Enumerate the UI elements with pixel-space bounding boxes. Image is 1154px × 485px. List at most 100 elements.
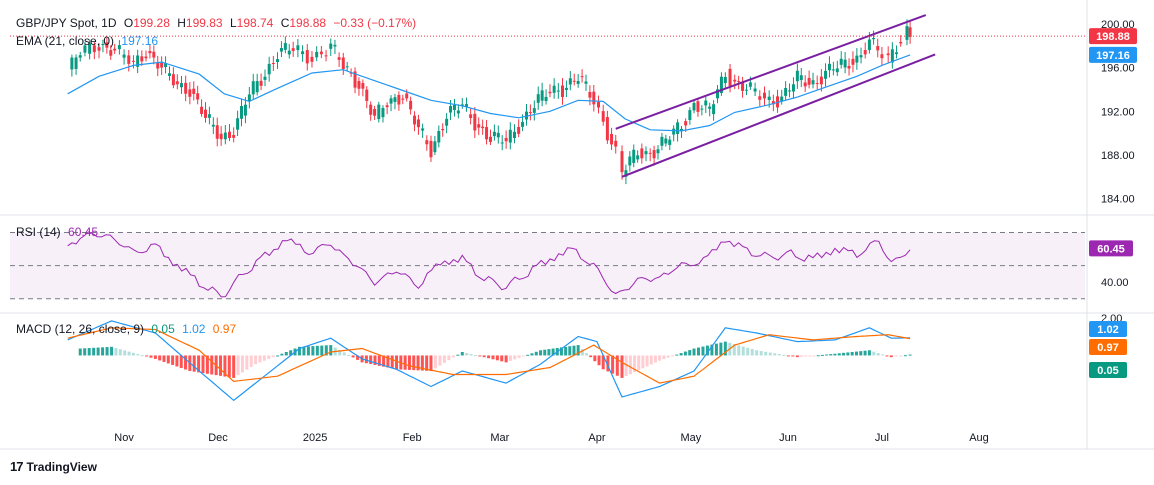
candle-body	[449, 106, 453, 113]
candle-body	[605, 117, 609, 141]
macd-histogram-bar	[615, 355, 619, 376]
candle-body	[592, 91, 596, 105]
macd-histogram-bar	[131, 352, 135, 356]
candle-body	[851, 58, 855, 65]
candle-body	[561, 85, 564, 98]
rsi-tick-label: 40.00	[1101, 277, 1129, 289]
candle-body	[223, 132, 227, 140]
candle-body	[215, 125, 219, 139]
macd-histogram-bar	[271, 355, 275, 358]
macd-histogram-bar	[842, 352, 846, 356]
open-label: O	[123, 16, 134, 30]
candle-body	[728, 68, 732, 86]
price-tick-label: 184.00	[1101, 194, 1135, 206]
candle-body	[485, 127, 489, 140]
macd-histogram-bar	[710, 344, 714, 356]
candle-body	[469, 114, 473, 119]
macd-histogram-bar	[171, 355, 175, 365]
candle-body	[815, 83, 819, 85]
candle-body	[421, 128, 425, 131]
macd-value-tag-label: 0.97	[1097, 342, 1118, 354]
macd-histogram-bar	[500, 355, 504, 362]
macd-histogram-bar	[705, 345, 709, 356]
candle-body	[771, 101, 775, 105]
time-tick-label: May	[681, 432, 702, 444]
macd-histogram-bar	[825, 354, 829, 356]
macd-histogram-bar	[78, 348, 82, 356]
candle-body	[791, 84, 795, 92]
rsi-legend-label: RSI (14)	[16, 225, 61, 239]
macd-histogram-bar	[491, 355, 495, 360]
candle-body	[863, 50, 867, 55]
candle-body	[536, 94, 540, 103]
rsi-value-tag-label: 60.45	[1097, 243, 1125, 255]
candle-body	[156, 62, 160, 69]
price-tick-label: 200.00	[1101, 19, 1135, 31]
candle-body	[473, 113, 477, 131]
macd-histogram-bar	[714, 343, 718, 356]
candle-body	[369, 104, 373, 115]
close-value: 198.88	[289, 16, 327, 30]
macd-histogram-bar	[649, 355, 653, 365]
macd-histogram-bar	[837, 353, 841, 356]
symbol-label: GBP/JPY Spot, 1D	[16, 16, 117, 30]
price-tick-label: 188.00	[1101, 150, 1135, 162]
macd-histogram-bar	[637, 355, 641, 371]
candle-body	[78, 55, 82, 58]
candle-body	[232, 134, 236, 138]
candle-body	[584, 81, 588, 84]
macd-histogram-bar	[683, 351, 687, 356]
candle-body	[365, 89, 369, 101]
candle-body	[819, 76, 823, 85]
macd-histogram-bar	[697, 347, 700, 356]
macd-histogram-bar	[425, 355, 429, 371]
candle-body	[568, 78, 572, 85]
candle-body	[624, 170, 628, 177]
candle-body	[716, 89, 720, 99]
macd-histogram-bar	[863, 350, 867, 356]
tradingview-brand[interactable]: 17 TradingView	[10, 459, 97, 474]
macd-histogram-bar	[741, 346, 745, 356]
candle-body	[831, 69, 835, 71]
candle-body	[492, 131, 496, 137]
macd-histogram-bar	[184, 355, 188, 370]
candle-body	[784, 88, 788, 96]
candle-body	[70, 57, 74, 70]
candle-body	[441, 128, 445, 131]
macd-histogram-bar	[628, 355, 632, 375]
macd-histogram-bar	[585, 353, 589, 356]
macd-histogram-bar	[589, 355, 593, 358]
candle-body	[271, 62, 275, 64]
candle-body	[880, 54, 884, 59]
macd-histogram-bar	[158, 355, 162, 361]
candle-body	[859, 55, 863, 58]
candle-body	[556, 90, 560, 92]
macd-histogram-bar	[395, 355, 399, 370]
macd-histogram-bar	[465, 353, 469, 356]
macd-histogram-bar	[737, 345, 741, 356]
candle-body	[452, 104, 456, 111]
macd-histogram-bar	[245, 355, 249, 370]
macd-histogram-bar	[786, 355, 790, 357]
macd-histogram-bar	[482, 355, 486, 358]
macd-histogram-bar	[732, 344, 736, 356]
candle-body	[597, 102, 601, 108]
candle-body	[610, 133, 614, 145]
candle-body	[748, 82, 752, 87]
candle-body	[588, 91, 592, 98]
macd-histogram-bar	[679, 353, 683, 356]
macd-histogram-bar	[276, 355, 280, 357]
macd-histogram-bar	[804, 355, 808, 357]
macd-histogram-bar	[254, 355, 258, 365]
candle-body	[310, 56, 314, 62]
candle-body	[508, 129, 512, 143]
macd-histogram-bar	[306, 346, 310, 356]
candle-body	[305, 50, 309, 64]
price-tick-label: 196.00	[1101, 63, 1135, 75]
candle-body	[632, 149, 636, 163]
candle-body	[160, 62, 164, 68]
candle-body	[668, 139, 672, 145]
candle-body	[540, 90, 544, 101]
candle-body	[171, 74, 175, 86]
